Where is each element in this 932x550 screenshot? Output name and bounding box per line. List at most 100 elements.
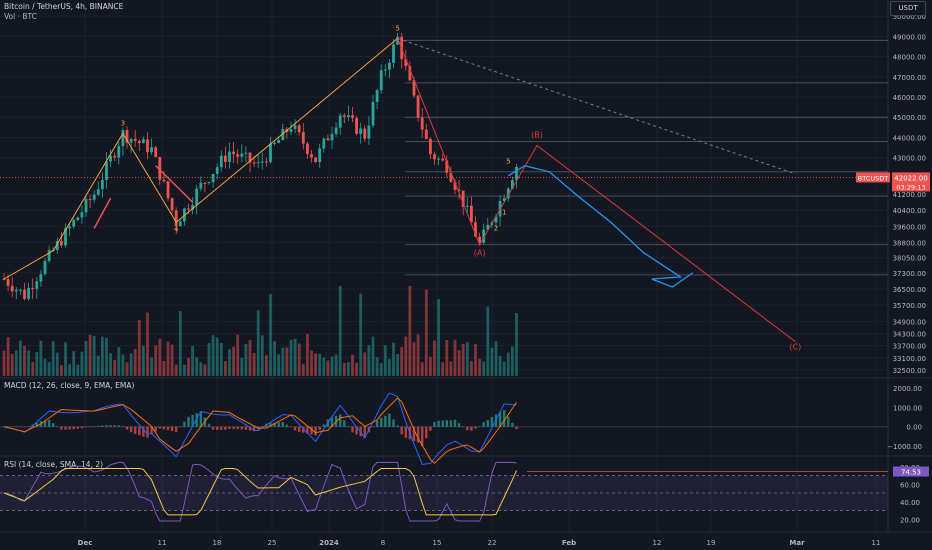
candle-body: [314, 157, 317, 163]
volume-bar: [2, 350, 6, 376]
macd-histogram-bar: [457, 423, 461, 427]
macd-histogram-bar: [507, 416, 510, 427]
macd-histogram-bar: [466, 426, 469, 431]
volume-bar: [338, 286, 342, 376]
volume-bar: [133, 348, 137, 376]
macd-histogram-bar: [433, 421, 436, 427]
macd-histogram-bar: [6, 426, 10, 428]
price-tick-label: 47000.00: [893, 74, 926, 82]
volume-bar: [121, 354, 125, 376]
wave-drawings[interactable]: 3 4 5 (A) (B) (C) 5 12: [3, 24, 801, 352]
macd-histogram-bar: [511, 422, 514, 427]
macd-histogram-bar: [478, 426, 481, 428]
volume-bar: [195, 357, 199, 376]
candle-body: [306, 143, 309, 155]
macd-histogram-bar: [187, 416, 190, 427]
macd-histogram-bar: [363, 426, 366, 439]
volume-bar: [457, 350, 461, 376]
volume-bar: [420, 362, 424, 376]
volume-bar: [178, 310, 182, 376]
time-axis[interactable]: Dec 11 18 25 2024 8 15 22 Feb 12 19 Mar 11: [78, 539, 881, 547]
volume-bar: [6, 337, 10, 376]
macd-histogram-bar: [195, 413, 198, 427]
candle-body: [174, 210, 178, 227]
macd-histogram-bar: [68, 426, 71, 430]
candle-body: [142, 139, 145, 144]
volume-bar: [219, 343, 223, 376]
wave-label: 3: [121, 119, 125, 127]
macd-histogram-bar: [351, 426, 354, 433]
volume-bar: [351, 354, 354, 376]
price-axis[interactable]: 50000.00 49000.00 48000.00 47000.00 46000.00…: [887, 13, 929, 524]
macd-histogram-bar: [449, 420, 453, 427]
price-tick-label: 38800.00: [893, 240, 926, 248]
macd-tick-label: 2000.00: [893, 385, 922, 393]
volume-bar: [256, 310, 260, 376]
macd-histogram-bar: [392, 419, 395, 427]
macd-histogram-bar: [486, 419, 489, 427]
macd-histogram-bar: [421, 426, 424, 446]
macd-histogram-bar: [359, 426, 362, 437]
time-tick-label: 15: [433, 539, 442, 547]
horizontal-levels: [405, 39, 888, 276]
macd-histogram-bar: [302, 426, 305, 433]
volume-bars: [2, 286, 518, 376]
macd-histogram-bar: [293, 426, 297, 431]
volume-bar: [211, 335, 215, 376]
candle-body: [150, 147, 153, 153]
price-tick-label: 40400.00: [893, 207, 926, 215]
volume-bar: [72, 351, 76, 376]
volume-bar: [224, 361, 227, 376]
candle-body: [6, 279, 10, 286]
volume-bar: [265, 355, 268, 376]
macd-histogram-bar: [158, 426, 161, 429]
macd-histogram-bar: [310, 426, 313, 435]
volume-bar: [297, 343, 301, 376]
candle-body: [265, 161, 268, 163]
volume-bar: [51, 341, 55, 376]
macd-tick-label: 0.00: [906, 424, 922, 432]
candlesticks[interactable]: [2, 32, 518, 301]
currency-button[interactable]: USDT: [890, 1, 926, 16]
price-tick-label: 37300.00: [893, 270, 926, 278]
volume-bar: [416, 334, 420, 376]
candle-body: [478, 236, 481, 243]
macd-histogram-bar: [150, 426, 153, 434]
rsi-tick-label: 40.00: [900, 499, 920, 507]
volume-bar: [207, 342, 211, 376]
current-price-label: 42022.00: [894, 174, 927, 182]
wave-label: 2: [494, 224, 498, 232]
macd-histogram-bar: [27, 426, 30, 428]
macd-histogram-bar: [19, 426, 22, 428]
candle-body: [301, 132, 305, 144]
candle-body: [10, 285, 14, 292]
price-tick-label: 50000.00: [893, 13, 926, 21]
volume-bar: [277, 354, 281, 376]
price-tick-label: 33700.00: [893, 343, 926, 351]
candle-body: [23, 289, 26, 299]
macd-histogram-bar: [88, 426, 92, 428]
candle-body: [412, 80, 416, 96]
volume-bar: [88, 334, 92, 376]
candle-body: [351, 115, 354, 118]
volume-bar: [129, 353, 133, 376]
rsi-line: [3, 461, 517, 522]
macd-histogram-bar: [179, 426, 182, 428]
candle-body: [404, 59, 408, 67]
candle-body: [494, 216, 498, 223]
candle-body: [457, 189, 461, 191]
candle-body: [334, 127, 338, 134]
candle-body: [170, 198, 174, 211]
candle-body: [219, 155, 223, 168]
macd-histogram-bar: [269, 423, 272, 427]
volume-bar: [388, 359, 391, 376]
macd-histogram-bar: [515, 426, 518, 430]
candle-body: [19, 289, 22, 291]
candle-body: [191, 205, 194, 210]
candle-body: [27, 287, 30, 299]
volume-bar: [187, 358, 190, 376]
macd-histogram-bar: [482, 422, 485, 427]
macd-histogram-bar: [380, 417, 383, 427]
price-tick-label: 43000.00: [893, 155, 926, 163]
